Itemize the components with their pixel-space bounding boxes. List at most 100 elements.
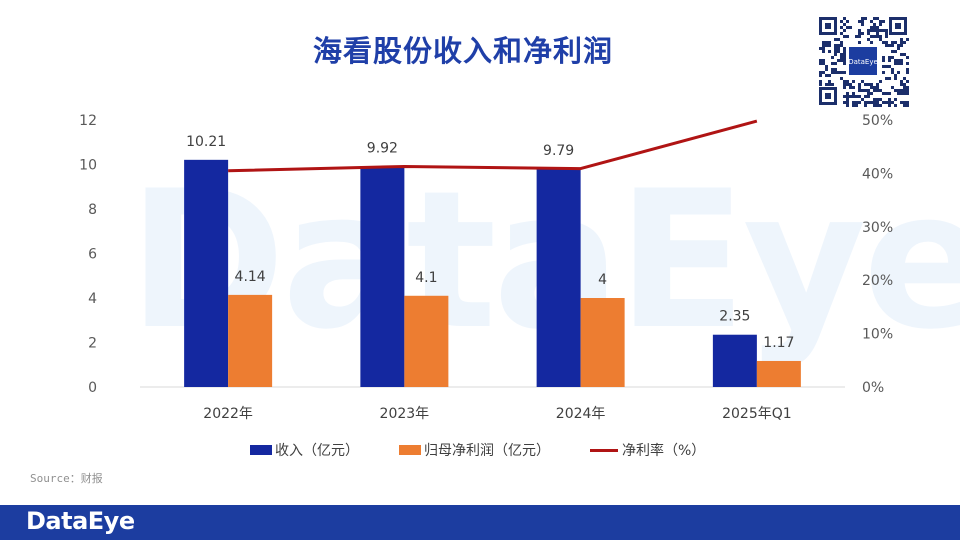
qr-module bbox=[879, 35, 882, 38]
qr-module bbox=[849, 86, 852, 89]
qr-module bbox=[870, 29, 873, 32]
footer-logo: DataEye bbox=[26, 507, 135, 535]
qr-module bbox=[894, 62, 897, 65]
qr-module bbox=[894, 50, 897, 53]
qr-module bbox=[900, 41, 903, 44]
qr-module bbox=[849, 95, 852, 98]
qr-module bbox=[846, 26, 849, 29]
y-left-tick-label: 0 bbox=[88, 380, 97, 396]
qr-module bbox=[834, 38, 837, 41]
qr-module bbox=[837, 44, 840, 47]
qr-module bbox=[906, 68, 909, 71]
y-left-tick-label: 6 bbox=[88, 247, 97, 263]
qr-module bbox=[822, 41, 825, 44]
qr-module bbox=[867, 101, 870, 104]
qr-module bbox=[903, 92, 906, 95]
qr-module bbox=[831, 62, 834, 65]
qr-module bbox=[858, 86, 861, 89]
bar-profit bbox=[756, 360, 801, 387]
bar-revenue bbox=[360, 166, 405, 387]
bar-profit bbox=[404, 295, 449, 387]
qr-module bbox=[843, 47, 846, 50]
y-right-tick-label: 0% bbox=[862, 380, 884, 396]
qr-module bbox=[858, 83, 861, 86]
qr-module bbox=[840, 26, 843, 29]
qr-module bbox=[846, 80, 849, 83]
qr-module bbox=[882, 20, 885, 23]
qr-module bbox=[840, 41, 843, 44]
qr-module bbox=[858, 35, 861, 38]
qr-module bbox=[858, 29, 861, 32]
qr-module bbox=[822, 71, 825, 74]
qr-module bbox=[822, 44, 825, 47]
y-right-tick-label: 40% bbox=[862, 166, 893, 182]
qr-module bbox=[858, 32, 861, 35]
x-tick-label: 2023年 bbox=[380, 406, 430, 422]
qr-module bbox=[822, 50, 825, 53]
qr-module bbox=[843, 62, 846, 65]
qr-module bbox=[882, 56, 885, 59]
qr-module bbox=[897, 71, 900, 74]
qr-module bbox=[819, 62, 822, 65]
qr-module bbox=[849, 26, 852, 29]
qr-module bbox=[888, 98, 891, 101]
qr-module bbox=[879, 98, 882, 101]
qr-module bbox=[903, 104, 906, 107]
qr-module bbox=[852, 104, 855, 107]
qr-module bbox=[864, 104, 867, 107]
legend-label-margin: 净利率（%） bbox=[622, 443, 706, 459]
qr-module bbox=[873, 29, 876, 32]
qr-module bbox=[888, 44, 891, 47]
qr-module bbox=[831, 71, 834, 74]
qr-module bbox=[864, 89, 867, 92]
qr-module bbox=[861, 17, 864, 20]
qr-module bbox=[840, 71, 843, 74]
qr-module bbox=[858, 101, 861, 104]
qr-module bbox=[846, 101, 849, 104]
qr-module bbox=[858, 41, 861, 44]
qr-module bbox=[891, 71, 894, 74]
qr-module bbox=[906, 89, 909, 92]
x-tick-label: 2022年 bbox=[203, 406, 253, 422]
qr-module bbox=[846, 98, 849, 101]
qr-module bbox=[873, 35, 876, 38]
qr-module bbox=[906, 92, 909, 95]
qr-module bbox=[855, 35, 858, 38]
qr-module bbox=[855, 101, 858, 104]
qr-module bbox=[852, 80, 855, 83]
qr-module bbox=[894, 89, 897, 92]
qr-module bbox=[894, 104, 897, 107]
qr-module bbox=[906, 38, 909, 41]
data-label-profit: 4 bbox=[598, 272, 607, 288]
footer-bar: DataEye bbox=[0, 505, 960, 540]
qr-module bbox=[885, 77, 888, 80]
qr-module bbox=[885, 35, 888, 38]
qr-module bbox=[840, 59, 843, 62]
qr-module bbox=[900, 89, 903, 92]
qr-module bbox=[864, 83, 867, 86]
qr-module bbox=[891, 101, 894, 104]
qr-module bbox=[873, 26, 876, 29]
qr-module bbox=[894, 74, 897, 77]
qr-module bbox=[885, 29, 888, 32]
qr-module bbox=[840, 56, 843, 59]
qr-module bbox=[879, 38, 882, 41]
qr-module bbox=[867, 92, 870, 95]
data-label-revenue: 9.92 bbox=[367, 140, 398, 156]
qr-module bbox=[843, 35, 846, 38]
qr-module bbox=[852, 95, 855, 98]
qr-module bbox=[828, 80, 831, 83]
qr-module bbox=[870, 35, 873, 38]
y-right-tick-label: 50% bbox=[862, 113, 893, 129]
qr-module bbox=[879, 20, 882, 23]
line-net-margin bbox=[228, 119, 758, 173]
qr-module bbox=[843, 59, 846, 62]
qr-module bbox=[906, 86, 909, 89]
qr-module bbox=[888, 104, 891, 107]
qr-module bbox=[867, 83, 870, 86]
qr-module bbox=[900, 92, 903, 95]
qr-module bbox=[888, 77, 891, 80]
y-right-tick-label: 30% bbox=[862, 220, 893, 236]
qr-module bbox=[885, 32, 888, 35]
qr-module bbox=[834, 68, 837, 71]
